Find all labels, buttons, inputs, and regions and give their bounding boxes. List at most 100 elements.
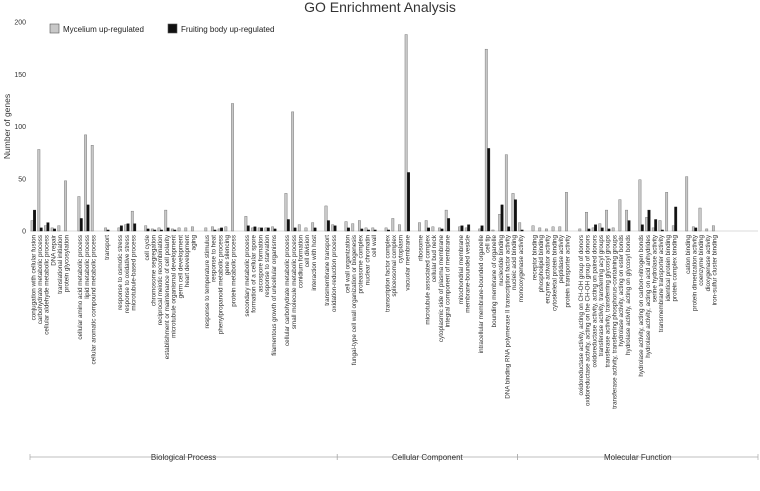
fruiting-body-bar [460,225,464,232]
category-label: integral component of membrane [444,235,451,328]
category-label: establishment or maintenance of cell pol… [164,234,171,359]
fruiting-body-bar [587,228,591,232]
category-label: iron-sulfur cluster binding [712,235,719,306]
y-axis-label: Number of genes [2,94,12,159]
mycelium-bar [358,220,361,232]
category-label: response to heat [211,235,218,282]
fruiting-body-bar [133,223,137,232]
category-label: cellular aldehyde metabolic process [44,235,51,335]
fruiting-body-bar [173,229,177,232]
mycelium-bar [424,220,428,232]
fruiting-body-bar [286,219,290,232]
mycelium-bar [651,227,655,232]
category-label: formation of a cellular spore [251,235,258,313]
category-label: reciprocal meiotic recombination [157,235,164,326]
category-label: microtubule-based process [131,235,138,311]
category-label: response to osmotic stress [117,235,124,310]
fruiting-body-bar [480,225,484,232]
category-label: phenylpropanoid metabolic process [217,235,224,334]
x-axis-labels: conjugation with cellular fusion carbohyd… [30,234,718,409]
category-label: transmembrane transporter activity [658,234,665,332]
mycelium-bar [311,222,315,232]
category-label: transcription factor complex [384,234,391,312]
mycelium-bar [478,228,482,232]
category-label: microtubule organismal development [171,235,178,338]
mycelium-bar [211,226,214,232]
category-label: DNA repair [50,235,57,266]
category-label: cellular bud neck [431,234,438,282]
mycelium-bar [77,196,81,232]
mycelium-bar [244,216,248,232]
fruiting-body-bar [660,229,664,232]
y-tick-label: 200 [14,20,26,27]
mycelium-bar [164,209,168,232]
category-label: response to temperature stimulus [204,235,211,328]
mycelium-bar [130,210,134,232]
category-label: small molecule metabolic process [291,235,298,329]
category-label: hydrolase activity, acting on glycosyl b… [625,235,632,355]
fruiting-body-bar [146,228,150,232]
mycelium-bar [391,218,395,232]
fruiting-body-bar [33,209,36,232]
mycelium-bar [665,192,669,232]
group-label: Biological Process [151,453,216,462]
mycelium-bar [591,227,595,232]
fruiting-body-bar [674,206,678,232]
bars [30,34,715,232]
category-label: transferase activity, transferring glyco… [605,235,612,368]
fruiting-body-bar [373,229,377,232]
y-tick-label: 150 [14,72,26,79]
fruiting-body-bar [246,225,250,232]
category-label: response to oxidative stress [124,235,131,313]
mycelium-bar [464,227,468,232]
mycelium-bar [691,226,695,232]
legend-swatch [167,23,178,34]
category-label: ascospore formation [257,235,264,293]
mycelium-bar [304,227,308,232]
fruiting-body-bar [273,228,277,232]
mycelium-bar [658,220,662,232]
category-label: oxidoreductase activity, acting on paire… [591,235,598,368]
mycelium-bar [57,225,61,232]
group-label: Molecular Function [604,453,672,462]
category-label: hydrolase activity, acting on carbon-nit… [638,235,645,377]
mycelium-bar [698,207,702,232]
mycelium-bar [117,227,121,232]
fruiting-body-bar [607,228,611,232]
fruiting-body-bar [467,224,471,232]
mycelium-bar [705,228,709,232]
fruiting-body-bar [79,218,83,232]
category-label: protein glycosylation [64,235,71,293]
mycelium-bar [625,209,628,232]
fruiting-body-bar [266,227,270,232]
mycelium-bar [331,224,335,232]
mycelium-bar [344,221,348,232]
category-label: oxidoreductase activity, acting on CH-OH… [578,235,585,396]
mycelium-bar [231,103,234,232]
category-label: bounding membrane of organelle [491,235,498,328]
fruiting-body-bar [39,227,43,232]
mycelium-bar [84,134,87,232]
mycelium-bar [264,227,268,232]
mycelium-bar [30,220,34,232]
mycelium-bar [184,227,188,232]
category-label: vacuolar membrane [404,235,411,291]
mycelium-bar [224,226,228,232]
category-label: lipid metabolic process [84,235,91,299]
mycelium-bar [518,222,522,232]
y-tick-label: 100 [14,124,26,131]
category-label: dioxygenase activity [705,234,712,291]
category-label: cell wall organization [344,235,351,294]
category-label: identical protein binding [665,235,672,302]
category-label: cell cycle [144,235,151,261]
chart-title: GO Enrichment Analysis [304,0,456,15]
category-label: mitochondrial membrane [458,235,465,305]
category-label: hydrolase activity, acting on ester bond… [618,235,625,347]
fruiting-body-bar [160,229,163,232]
fruiting-body-bar [367,229,370,232]
mycelium-bar [638,179,642,232]
category-label: DNA binding RNA polymerase II transcript… [505,234,512,399]
category-label: nuclear chromatin [364,235,371,286]
category-label: peptidase activity [558,234,565,283]
fruiting-body-bar [119,225,123,232]
